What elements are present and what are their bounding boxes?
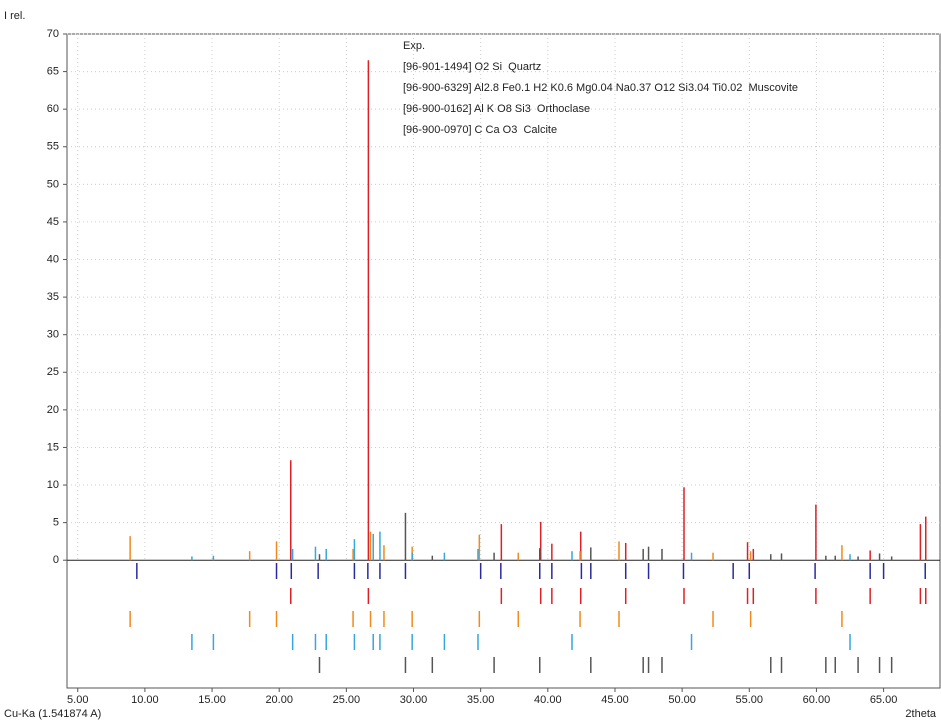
- y-tick-label: 25: [47, 366, 59, 378]
- x-tick-label: 10.00: [131, 694, 159, 706]
- x-tick-label: 50.00: [668, 694, 696, 706]
- y-tick-label: 35: [47, 291, 59, 303]
- x-tick-label: 25.00: [333, 694, 361, 706]
- y-tick-label: 0: [53, 554, 59, 566]
- y-tick-label: 5: [53, 517, 59, 529]
- y-tick-label: 60: [47, 103, 59, 115]
- x-tick-label: 35.00: [467, 694, 495, 706]
- y-tick-label: 50: [47, 178, 59, 190]
- legend-entry: [96-900-0970] C Ca O3 Calcite: [403, 124, 557, 136]
- y-tick-label: 15: [47, 441, 59, 453]
- x-tick-label: 55.00: [736, 694, 764, 706]
- y-tick-label: 30: [47, 329, 59, 341]
- legend-entry: Exp.: [403, 40, 425, 52]
- legend-entry: [96-900-0162] Al K O8 Si3 Orthoclase: [403, 103, 590, 115]
- legend-entry: [96-901-1494] O2 Si Quartz: [403, 61, 541, 73]
- y-tick-label: 45: [47, 216, 59, 228]
- x-tick-label: 20.00: [265, 694, 293, 706]
- y-tick-label: 10: [47, 479, 59, 491]
- x-tick-label: 40.00: [534, 694, 562, 706]
- y-tick-label: 55: [47, 141, 59, 153]
- x-tick-label: 60.00: [803, 694, 831, 706]
- x-tick-label: 30.00: [400, 694, 428, 706]
- x-tick-label: 15.00: [198, 694, 226, 706]
- y-tick-label: 40: [47, 253, 59, 265]
- y-tick-label: 65: [47, 65, 59, 77]
- x-tick-label: 45.00: [601, 694, 629, 706]
- y-tick-label: 20: [47, 404, 59, 416]
- x-axis-label: 2theta: [905, 708, 936, 720]
- x-tick-label: 5.00: [67, 694, 88, 706]
- x-tick-label: 65.00: [870, 694, 898, 706]
- y-tick-label: 70: [47, 28, 59, 40]
- radiation-label: Cu-Ka (1.541874 A): [4, 708, 101, 720]
- y-axis-label: I rel.: [4, 10, 25, 22]
- legend-entry: [96-900-6329] Al2.8 Fe0.1 H2 K0.6 Mg0.04…: [403, 82, 798, 94]
